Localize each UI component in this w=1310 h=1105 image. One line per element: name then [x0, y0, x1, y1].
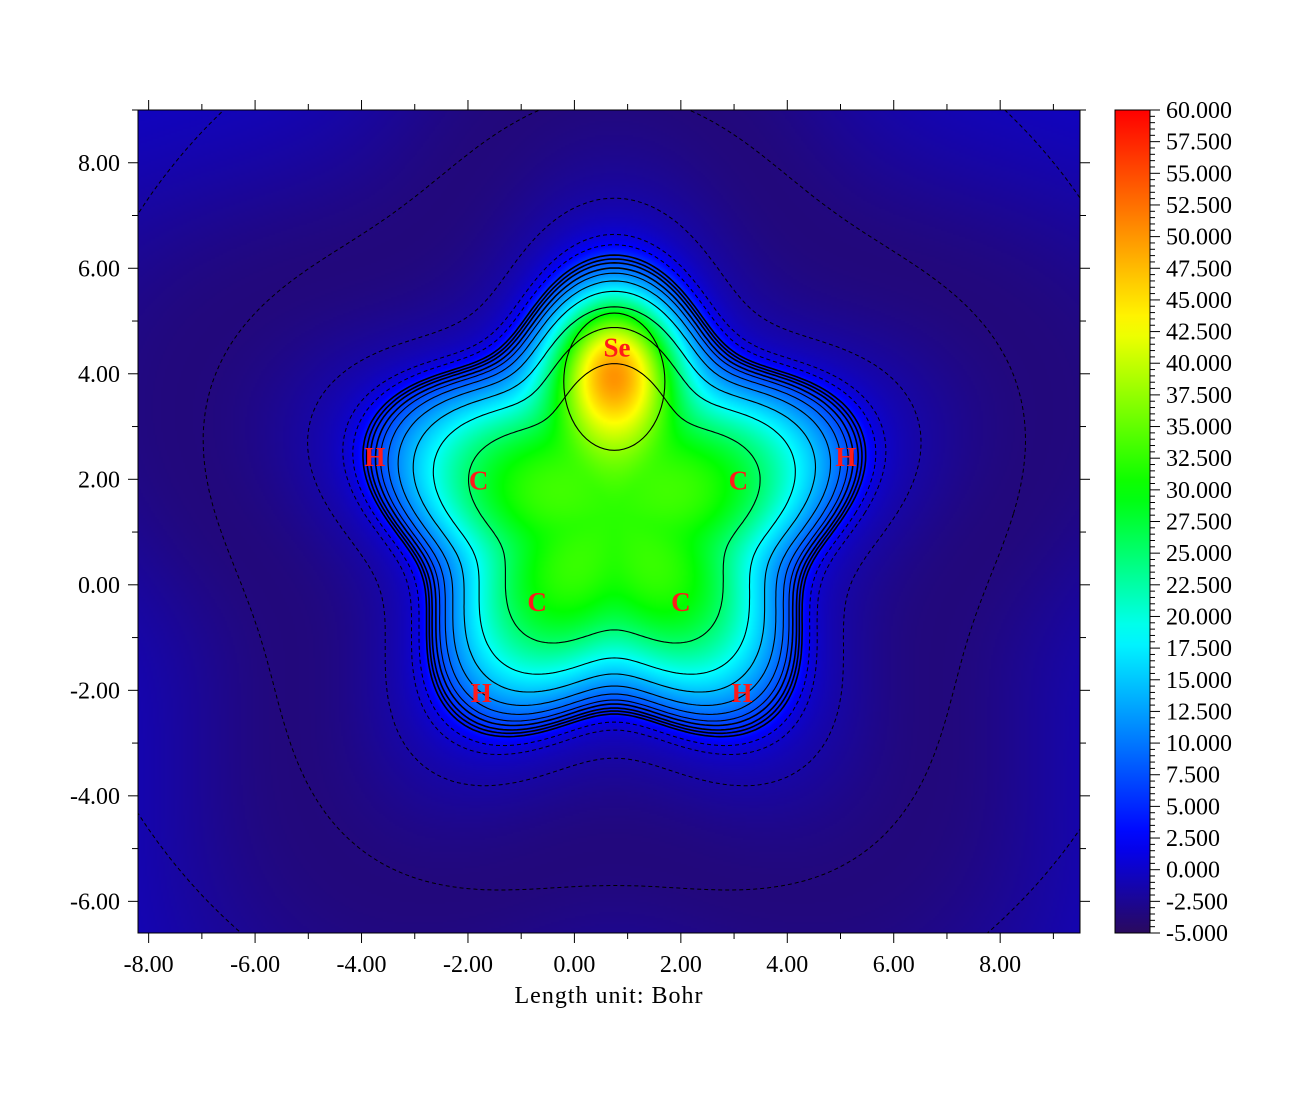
x-tick-label: 2.00 [660, 952, 702, 978]
x-tick-label: 8.00 [979, 952, 1021, 978]
atom-label-c: C [469, 465, 489, 495]
colorbar-tick-label: -5.000 [1166, 921, 1228, 947]
y-tick-label: 8.00 [78, 151, 120, 177]
x-axis: -8.00 -6.00 -4.00 -2.00 0.00 2.00 4.00 6.00 8.00 [124, 100, 1054, 978]
plot-area [138, 110, 1080, 933]
atom-label-c: C [729, 465, 749, 495]
plot-frame [137, 109, 1081, 934]
colorbar-tick-label: 22.500 [1166, 573, 1232, 599]
colorbar-tick-label: 47.500 [1166, 256, 1232, 282]
plot-border [137, 109, 1081, 934]
atom-label-h: H [835, 442, 856, 472]
x-tick-label: -8.00 [124, 952, 174, 978]
y-tick-label: 2.00 [78, 467, 120, 493]
colorbar-tick-label: 52.500 [1166, 193, 1232, 219]
contour-line-solid [467, 363, 761, 644]
colorbar-tick-label: 20.000 [1166, 604, 1232, 630]
x-tick-label: 4.00 [766, 952, 808, 978]
contour-se [563, 312, 666, 451]
colorbar-tick-label: 0.000 [1166, 858, 1220, 884]
atom-label-c: C [671, 587, 691, 617]
y-tick-label: -4.00 [70, 784, 120, 810]
colorbar-tick-label: -2.500 [1166, 889, 1228, 915]
contour-line-dashed [307, 197, 922, 787]
colorbar-tick-label: 40.000 [1166, 351, 1232, 377]
colorbar-gradient [1114, 109, 1151, 934]
x-axis-title: Length unit: Bohr [515, 983, 704, 1009]
y-tick-label: 4.00 [78, 362, 120, 388]
contour-line-solid [369, 261, 860, 731]
colorbar-tick-label: 25.000 [1166, 541, 1232, 567]
colorbar-tick-label: 35.000 [1166, 415, 1232, 441]
contour-line-dashed [342, 233, 887, 755]
contour-line-solid [412, 306, 817, 693]
contour-line-solid [397, 290, 832, 706]
atom-label-h: H [364, 442, 385, 472]
contour-line-solid [374, 267, 855, 727]
colorbar-tick-label: 27.500 [1166, 510, 1232, 536]
atom-label-h: H [732, 678, 753, 708]
colorbar-tick-label: 55.000 [1166, 161, 1232, 187]
x-tick-label: 6.00 [873, 952, 915, 978]
colorbar-tick-label: 32.500 [1166, 446, 1232, 472]
contour-line-solid [387, 280, 842, 715]
x-tick-label: -6.00 [230, 952, 280, 978]
y-tick-label: -6.00 [70, 889, 120, 915]
y-tick-label: -2.00 [70, 678, 120, 704]
colorbar-tick-label: 17.500 [1166, 636, 1232, 662]
x-tick-label: -2.00 [443, 952, 493, 978]
atom-label-se: Se [603, 332, 630, 362]
y-axis: -6.00 -4.00 -2.00 0.00 2.00 4.00 6.00 8.00 [70, 109, 1090, 915]
colorbar-tick-label: 45.000 [1166, 288, 1232, 314]
x-tick-label: 0.00 [553, 952, 595, 978]
contour-line-solid [379, 272, 849, 722]
contour-line-solid [432, 326, 796, 675]
colorbar-tick-label: 2.500 [1166, 826, 1220, 852]
atom-label-h: H [471, 678, 492, 708]
colorbar-tick-label: 12.500 [1166, 699, 1232, 725]
colorbar-tick-label: 60.000 [1166, 98, 1232, 124]
colorbar-tick-label: 37.500 [1166, 383, 1232, 409]
atom-label-c: C [527, 587, 547, 617]
colorbar-tick-label: 30.000 [1166, 478, 1232, 504]
atom-labels: Se C C C C H H H H [364, 332, 856, 708]
colorbar-tick-label: 57.500 [1166, 130, 1232, 156]
y-tick-label: 0.00 [78, 573, 120, 599]
contour-line-dashed [202, 110, 1027, 891]
contour-line-solid [362, 254, 867, 738]
y-tick-label: 6.00 [78, 256, 120, 282]
x-tick-label: -4.00 [337, 952, 387, 978]
colorbar-tick-label: 5.000 [1166, 794, 1220, 820]
heatmap-image [138, 110, 1080, 933]
colorbar-tick-label: 15.000 [1166, 668, 1232, 694]
colorbar-tick-label: 50.000 [1166, 225, 1232, 251]
colorbar-tick-label: 10.000 [1166, 731, 1232, 757]
colorbar: 60.000 57.500 55.000 52.500 50.000 47.500 45.0… [1114, 98, 1232, 947]
colorbar-tick-label: 7.500 [1166, 763, 1220, 789]
contour-line-dashed [352, 244, 877, 747]
contour-line-solid [365, 258, 863, 735]
colorbar-tick-label: 42.500 [1166, 320, 1232, 346]
